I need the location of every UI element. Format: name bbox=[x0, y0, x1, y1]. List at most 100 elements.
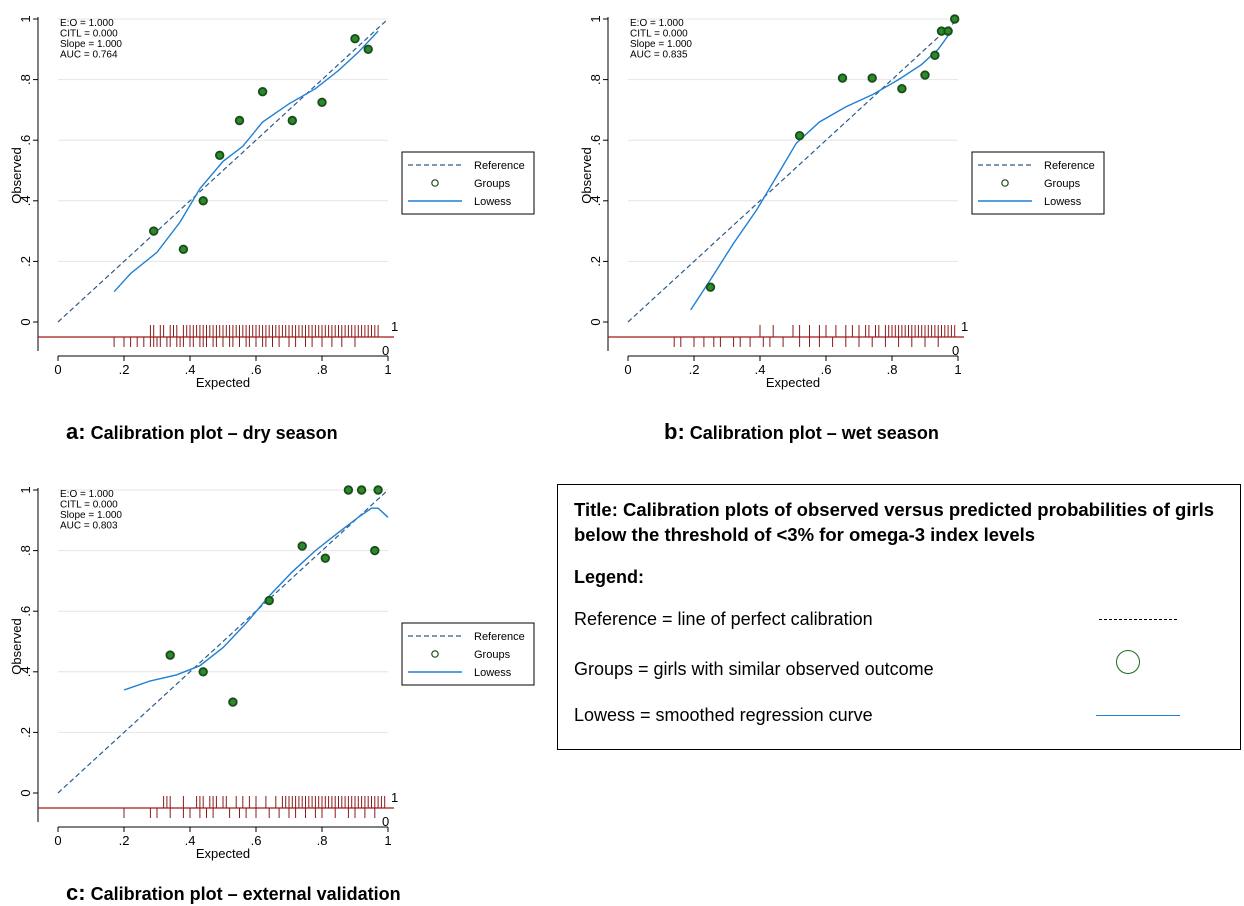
x-tick-label: .8 bbox=[317, 362, 328, 377]
caption-dry-season: a: Calibration plot – dry season bbox=[66, 419, 338, 445]
stat-label: E:O = 1.000 bbox=[630, 18, 684, 29]
legend-groups-key bbox=[431, 179, 439, 187]
x-tick-label: 1 bbox=[384, 833, 391, 848]
stat-label: AUC = 0.835 bbox=[630, 50, 688, 61]
group-marker bbox=[228, 697, 238, 707]
rug-label-1: 1 bbox=[391, 319, 398, 334]
group-marker bbox=[897, 83, 907, 94]
y-tick-label: 1 bbox=[18, 15, 33, 22]
y-axis-label: Observed bbox=[9, 147, 24, 203]
group-marker bbox=[198, 196, 208, 206]
calibration-plot-external-validation: 0.2.4.6.8 1 Observed 0.2.4.6.8 1 Expected 1 0 E:… bbox=[0, 471, 540, 871]
group-marker bbox=[356, 485, 367, 495]
legend-reference-label: Reference bbox=[474, 631, 525, 643]
legend-row-reference: Reference = line of perfect calibration bbox=[574, 609, 873, 629]
stat-label: Slope = 1.000 bbox=[60, 39, 122, 50]
stat-label: CITL = 0.000 bbox=[60, 29, 118, 40]
group-marker bbox=[234, 115, 245, 126]
group-marker bbox=[320, 553, 330, 563]
y-tick-label: .8 bbox=[588, 74, 603, 85]
legend-groups-key bbox=[431, 650, 439, 658]
legend-lowess-label: Lowess bbox=[474, 196, 512, 208]
group-marker bbox=[350, 33, 360, 44]
group-marker bbox=[930, 50, 940, 61]
group-marker bbox=[363, 44, 373, 54]
circle-symbol bbox=[1116, 650, 1140, 674]
group-marker bbox=[148, 226, 159, 236]
x-tick-label: .4 bbox=[755, 362, 766, 377]
rug-label-0: 0 bbox=[382, 814, 389, 829]
y-tick-label: 0 bbox=[18, 318, 33, 325]
x-axis-label: Expected bbox=[766, 375, 820, 390]
rug-label-0: 0 bbox=[952, 343, 959, 358]
group-marker bbox=[794, 130, 805, 141]
x-tick-label: 0 bbox=[54, 362, 61, 377]
y-tick-label: .2 bbox=[18, 256, 33, 267]
group-marker bbox=[343, 485, 354, 495]
x-tick-label: .6 bbox=[251, 833, 262, 848]
caption-text: Calibration plot – wet season bbox=[689, 423, 939, 443]
group-marker bbox=[264, 595, 274, 606]
figure-legend-box: Title: Calibration plots of observed ver… bbox=[557, 484, 1241, 750]
group-marker bbox=[165, 650, 175, 660]
legend-row-lowess: Lowess = smoothed regression curve bbox=[574, 705, 873, 725]
y-tick-label: .4 bbox=[588, 195, 603, 206]
figure-title: Title: Calibration plots of observed ver… bbox=[574, 499, 1215, 545]
group-marker bbox=[257, 87, 268, 97]
y-tick-label: 1 bbox=[588, 15, 603, 22]
caption-text: Calibration plot – dry season bbox=[90, 423, 338, 443]
y-tick-label: .4 bbox=[18, 195, 33, 206]
legend-lowess-label: Lowess bbox=[474, 667, 512, 679]
legend-box bbox=[971, 151, 1105, 215]
y-axis-label: Observed bbox=[9, 618, 24, 674]
x-tick-label: .2 bbox=[119, 362, 130, 377]
y-tick-label: .2 bbox=[588, 256, 603, 267]
stat-label: CITL = 0.000 bbox=[630, 29, 688, 40]
x-tick-label: 0 bbox=[624, 362, 631, 377]
group-marker bbox=[920, 70, 930, 80]
x-tick-label: .2 bbox=[689, 362, 700, 377]
legend-groups-label: Groups bbox=[474, 649, 511, 661]
group-marker bbox=[943, 26, 953, 36]
y-tick-label: .4 bbox=[18, 666, 33, 677]
y-tick-label: .8 bbox=[18, 74, 33, 85]
y-tick-label: .6 bbox=[18, 135, 33, 146]
lowess-curve bbox=[690, 30, 952, 311]
caption-text: Calibration plot – external validation bbox=[90, 884, 401, 904]
legend-box bbox=[401, 622, 535, 686]
caption-letter: b: bbox=[664, 419, 685, 444]
legend-lowess-label: Lowess bbox=[1044, 196, 1082, 208]
x-axis-label: Expected bbox=[196, 846, 250, 861]
group-marker bbox=[837, 73, 848, 83]
calibration-plot-dry-season: 0.2.4.6.8 1 Observed 0.2.4.6.8 1 Expected 1 0 E:… bbox=[0, 0, 540, 400]
group-marker bbox=[287, 115, 297, 126]
stat-label: Slope = 1.000 bbox=[630, 39, 692, 50]
y-tick-label: .8 bbox=[18, 545, 33, 556]
rug-label-1: 1 bbox=[391, 790, 398, 805]
reference-line bbox=[57, 489, 389, 794]
group-marker bbox=[214, 150, 225, 161]
reference-line bbox=[57, 18, 389, 323]
y-axis-label: Observed bbox=[579, 147, 594, 203]
x-tick-label: .8 bbox=[317, 833, 328, 848]
x-tick-label: 1 bbox=[954, 362, 961, 377]
y-tick-label: 0 bbox=[588, 318, 603, 325]
x-tick-label: 0 bbox=[54, 833, 61, 848]
x-tick-label: 1 bbox=[384, 362, 391, 377]
x-tick-label: .8 bbox=[887, 362, 898, 377]
caption-wet-season: b: Calibration plot – wet season bbox=[664, 419, 939, 445]
legend-groups-label: Groups bbox=[1044, 178, 1081, 190]
stat-label: Slope = 1.000 bbox=[60, 510, 122, 521]
legend-box bbox=[401, 151, 535, 215]
legend-groups-key bbox=[1001, 179, 1009, 187]
legend-heading: Legend: bbox=[574, 567, 644, 587]
legend-row-groups: Groups = girls with similar observed out… bbox=[574, 659, 934, 679]
y-tick-label: 1 bbox=[18, 486, 33, 493]
legend-groups-label: Groups bbox=[474, 178, 511, 190]
group-marker bbox=[867, 73, 877, 83]
x-tick-label: .6 bbox=[251, 362, 262, 377]
y-tick-label: .2 bbox=[18, 727, 33, 738]
